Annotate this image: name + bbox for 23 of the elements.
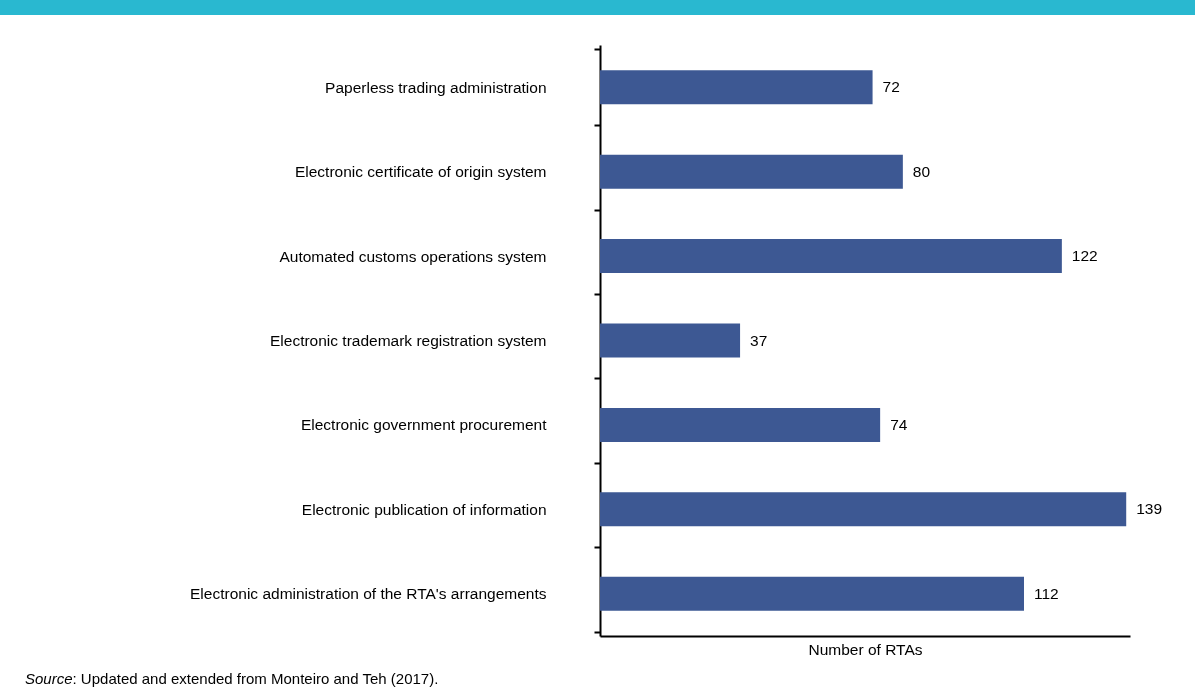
bar — [600, 492, 1127, 527]
bar — [600, 407, 881, 442]
y-tick-label: Paperless trading administration — [325, 78, 547, 96]
data-label: 37 — [750, 331, 768, 349]
bar — [600, 323, 741, 358]
data-label: 80 — [912, 162, 931, 180]
y-tick-label: Automated customs operations system — [279, 247, 547, 265]
source-note: Source: Updated and extended from Monteiro and Teh (2017). — [25, 670, 439, 687]
y-tick-label: Electronic government procurement — [300, 416, 548, 434]
data-label: 74 — [890, 415, 908, 433]
y-tick-label: Electronic administration of the RTA's arrangements — [190, 585, 547, 603]
x-axis-title: Number of RTAs — [808, 640, 923, 658]
bar — [600, 576, 1024, 611]
y-tick-label: Electronic certificate of origin system — [294, 163, 547, 181]
bar — [600, 70, 873, 105]
y-tick-label: Electronic publication of information — [301, 500, 547, 518]
data-label: 72 — [882, 78, 900, 96]
data-label: 122 — [1071, 247, 1098, 265]
data-label: 112 — [1034, 584, 1059, 602]
bar — [600, 154, 903, 189]
bar — [600, 239, 1062, 274]
y-tick-label: Electronic trademark registration system — [269, 332, 547, 349]
data-label: 139 — [1136, 500, 1163, 518]
